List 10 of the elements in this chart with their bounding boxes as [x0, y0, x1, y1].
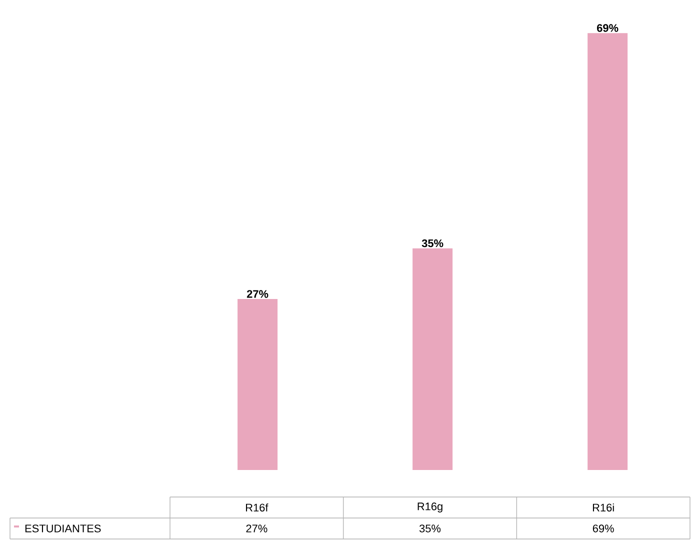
x-tick-label: R16i	[592, 503, 614, 512]
text: 35%	[422, 239, 444, 248]
legend-label: ESTUDIANTES	[25, 524, 101, 532]
text: 69%	[597, 24, 618, 32]
x-tick-label: R16f	[246, 503, 268, 512]
data-label: 27%	[246, 524, 268, 532]
text: 27%	[246, 290, 268, 298]
x-tick-label: R16g	[418, 502, 442, 512]
data-label: 69%	[592, 524, 614, 532]
data-label: 35%	[419, 524, 441, 532]
